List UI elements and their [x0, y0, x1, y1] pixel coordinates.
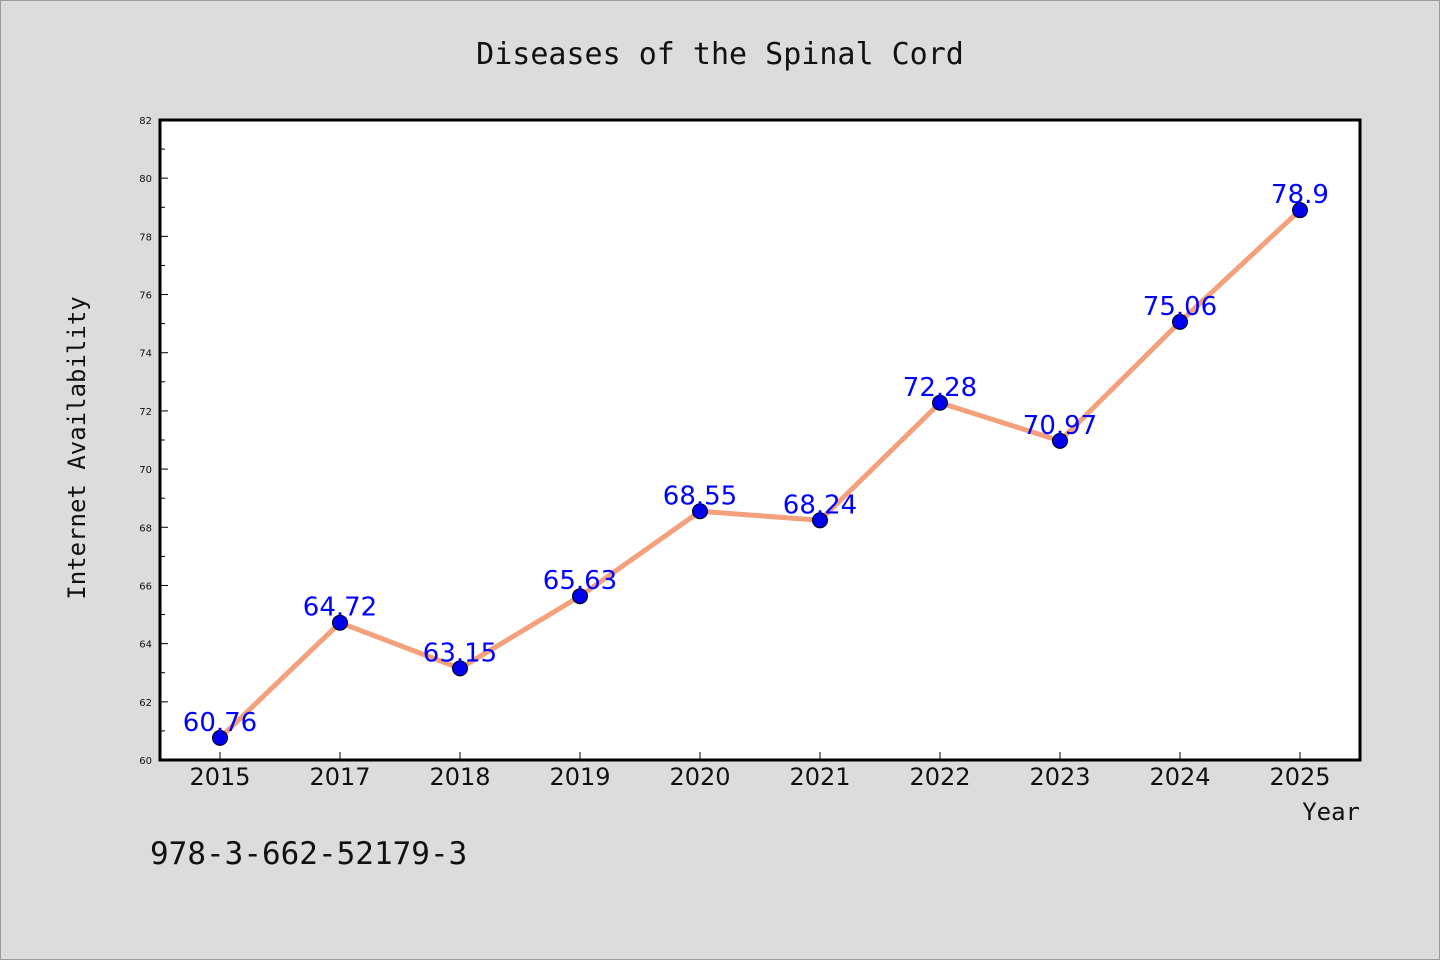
- data-label: 63.15: [423, 638, 497, 668]
- y-tick-label: 82: [139, 116, 152, 127]
- y-tick-label: 64: [139, 640, 152, 651]
- y-tick-label: 74: [139, 349, 152, 360]
- data-point: [452, 660, 468, 677]
- data-label: 72.28: [903, 373, 977, 403]
- chart-title: Diseases of the Spinal Cord: [476, 37, 964, 72]
- x-tick-label: 2025: [1269, 763, 1330, 791]
- data-point: [572, 588, 588, 605]
- data-point: [1292, 202, 1308, 219]
- y-tick-label: 66: [139, 581, 152, 592]
- data-point: [212, 729, 228, 746]
- data-point: [1052, 432, 1068, 449]
- plot-area: [158, 118, 1362, 762]
- data-point: [812, 512, 828, 529]
- x-tick-label: 2022: [909, 763, 970, 791]
- data-label: 64.72: [303, 593, 377, 623]
- y-tick-label: 78: [139, 232, 152, 243]
- x-tick-label: 2023: [1029, 763, 1090, 791]
- y-tick-label: 76: [139, 291, 152, 302]
- x-tick-label: 2018: [429, 763, 490, 791]
- data-label: 75.06: [1143, 292, 1217, 322]
- y-axis-label: Internet Availability: [63, 296, 91, 599]
- y-axis-ticks: 60 62 64 66 68 70 72 74 76 78 80 82: [139, 116, 168, 767]
- data-point: [692, 503, 708, 520]
- data-label: 60.76: [183, 708, 257, 738]
- series-line: [218, 208, 1302, 740]
- data-label: 65.63: [543, 566, 617, 596]
- y-tick-label: 68: [139, 523, 152, 534]
- data-labels: 60.76 64.72 63.15 65.63 68.55 68.24 72.28 70.97…: [183, 180, 1329, 738]
- data-label: 68.24: [783, 490, 857, 520]
- x-axis-label: Year: [1302, 798, 1360, 826]
- x-tick-label: 2024: [1149, 763, 1210, 791]
- y-tick-label: 72: [139, 407, 152, 418]
- data-point: [932, 394, 948, 411]
- x-tick-label: 2015: [189, 763, 250, 791]
- x-tick-label: 2021: [789, 763, 850, 791]
- data-point: [332, 614, 348, 631]
- series-markers: [212, 202, 1308, 746]
- y-tick-label: 60: [139, 756, 152, 767]
- y-tick-label: 70: [139, 465, 152, 476]
- data-label: 68.55: [663, 481, 737, 511]
- x-tick-label: 2019: [549, 763, 610, 791]
- data-label: 70.97: [1023, 411, 1097, 441]
- data-point: [1172, 313, 1188, 330]
- data-label: 78.9: [1271, 180, 1329, 210]
- y-tick-label: 80: [139, 174, 152, 185]
- x-axis-ticks: 2015 2017 2018 2019 2020 2021 2022 2023 2024 2025: [189, 752, 1331, 791]
- isbn-text: 978-3-662-52179-3: [150, 836, 467, 872]
- x-tick-label: 2020: [669, 763, 730, 791]
- y-tick-label: 62: [139, 698, 152, 709]
- x-tick-label: 2017: [309, 763, 370, 791]
